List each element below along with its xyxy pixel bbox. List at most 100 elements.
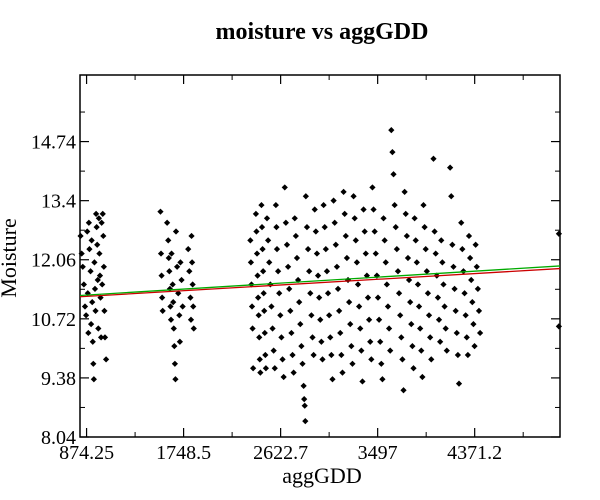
- data-point: [299, 360, 306, 367]
- data-point: [323, 268, 331, 275]
- data-points: [77, 127, 563, 425]
- data-point: [413, 259, 420, 266]
- data-point: [303, 224, 311, 231]
- data-point: [301, 402, 308, 409]
- data-point: [253, 250, 261, 257]
- data-point: [430, 155, 437, 162]
- data-point: [176, 312, 183, 319]
- data-point: [354, 281, 362, 288]
- data-point: [298, 343, 305, 350]
- y-tick-label: 10.72: [31, 309, 76, 331]
- data-point: [424, 290, 432, 297]
- data-point: [188, 232, 195, 240]
- data-point: [300, 382, 307, 389]
- data-point: [256, 356, 263, 363]
- data-point: [555, 230, 563, 237]
- data-point: [276, 290, 283, 297]
- data-point: [420, 201, 427, 209]
- data-point: [332, 241, 339, 248]
- data-point: [248, 303, 256, 310]
- data-point: [158, 272, 165, 279]
- data-point: [471, 343, 478, 350]
- data-point: [84, 228, 91, 235]
- data-point: [319, 356, 326, 363]
- data-point: [262, 351, 269, 359]
- data-point: [368, 356, 375, 363]
- y-tick-label: 12.06: [31, 250, 76, 272]
- data-point: [385, 325, 393, 332]
- data-point: [165, 237, 172, 244]
- data-point: [462, 312, 469, 319]
- data-point: [283, 241, 291, 248]
- data-point: [435, 316, 443, 323]
- data-point: [473, 263, 480, 270]
- data-point: [166, 268, 173, 275]
- data-point: [428, 356, 435, 363]
- data-point: [449, 241, 456, 248]
- data-point: [452, 307, 459, 315]
- data-point: [261, 307, 268, 315]
- data-point: [392, 224, 399, 231]
- data-point: [273, 224, 280, 231]
- data-point: [266, 259, 273, 266]
- data-point: [165, 254, 172, 262]
- data-point: [364, 294, 372, 301]
- data-point: [326, 312, 333, 319]
- data-point: [80, 281, 87, 288]
- data-point: [271, 365, 278, 372]
- data-point: [361, 228, 368, 235]
- data-point: [99, 210, 106, 218]
- data-point: [88, 237, 95, 244]
- data-point: [472, 241, 479, 248]
- data-point: [258, 201, 265, 209]
- data-point: [100, 263, 107, 270]
- data-point: [322, 246, 329, 253]
- data-point: [338, 351, 345, 359]
- data-point: [101, 307, 108, 315]
- data-point: [391, 201, 398, 209]
- data-point: [93, 224, 100, 231]
- data-point: [346, 298, 353, 306]
- data-point: [320, 201, 327, 209]
- data-point: [260, 268, 267, 275]
- data-point: [356, 303, 363, 310]
- data-point: [365, 316, 373, 323]
- data-point: [255, 294, 262, 301]
- data-point: [164, 219, 171, 226]
- data-point: [98, 219, 105, 226]
- data-point: [256, 334, 263, 341]
- data-point: [415, 303, 423, 310]
- data-point: [102, 356, 110, 363]
- data-point: [337, 329, 344, 337]
- data-point: [334, 285, 342, 292]
- data-point: [399, 356, 406, 363]
- data-point: [265, 237, 272, 244]
- data-point: [369, 184, 376, 191]
- tick-marks: [80, 75, 560, 438]
- data-point: [179, 303, 186, 310]
- data-point: [468, 276, 475, 284]
- data-point: [96, 250, 103, 257]
- data-point: [293, 254, 301, 262]
- data-point: [288, 329, 295, 337]
- data-point: [311, 206, 318, 213]
- data-point: [450, 263, 457, 270]
- data-point: [423, 268, 430, 275]
- data-point: [177, 259, 184, 266]
- data-point: [403, 232, 410, 240]
- data-point: [360, 206, 367, 213]
- data-point: [178, 276, 185, 284]
- data-point: [339, 369, 346, 376]
- data-point: [475, 307, 483, 315]
- x-tick-label: 4371.2: [447, 442, 502, 464]
- data-point: [247, 259, 255, 266]
- data-point: [252, 210, 260, 218]
- data-point: [379, 376, 386, 383]
- data-point: [309, 334, 316, 341]
- data-point: [421, 224, 428, 231]
- data-point: [306, 268, 313, 275]
- data-point: [172, 376, 179, 383]
- data-point: [381, 237, 388, 244]
- data-point: [307, 290, 314, 297]
